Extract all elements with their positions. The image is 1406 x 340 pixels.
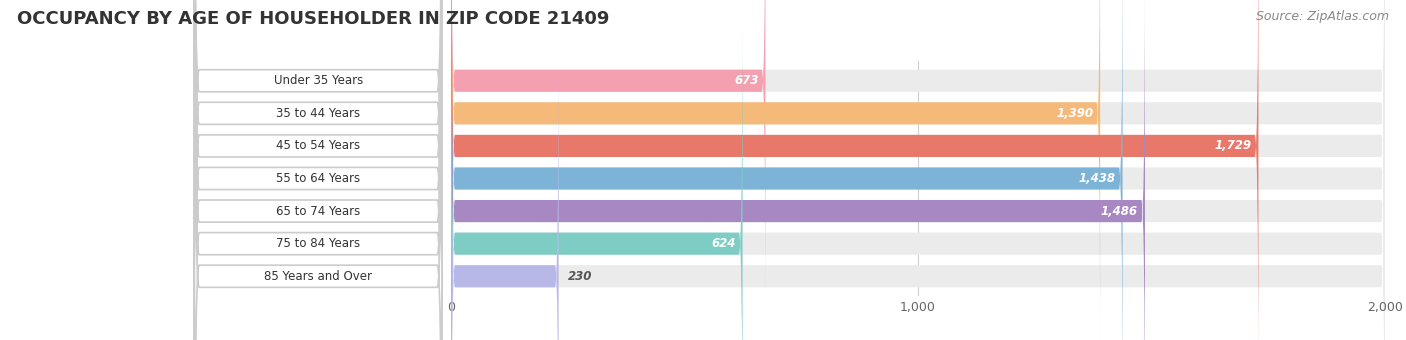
Text: 85 Years and Over: 85 Years and Over [264, 270, 373, 283]
Text: Source: ZipAtlas.com: Source: ZipAtlas.com [1256, 10, 1389, 23]
Text: 230: 230 [568, 270, 592, 283]
FancyBboxPatch shape [194, 0, 441, 340]
FancyBboxPatch shape [194, 0, 441, 340]
FancyBboxPatch shape [194, 0, 441, 340]
Text: 1,438: 1,438 [1078, 172, 1115, 185]
FancyBboxPatch shape [194, 0, 441, 340]
FancyBboxPatch shape [451, 0, 1385, 340]
Text: 65 to 74 Years: 65 to 74 Years [276, 205, 360, 218]
Text: OCCUPANCY BY AGE OF HOUSEHOLDER IN ZIP CODE 21409: OCCUPANCY BY AGE OF HOUSEHOLDER IN ZIP C… [17, 10, 609, 28]
FancyBboxPatch shape [194, 0, 441, 340]
Text: 624: 624 [711, 237, 735, 250]
Text: 75 to 84 Years: 75 to 84 Years [276, 237, 360, 250]
Text: 1,486: 1,486 [1101, 205, 1137, 218]
FancyBboxPatch shape [194, 0, 441, 340]
Text: 45 to 54 Years: 45 to 54 Years [276, 139, 360, 152]
FancyBboxPatch shape [451, 27, 558, 340]
FancyBboxPatch shape [451, 0, 1144, 340]
Text: 1,390: 1,390 [1056, 107, 1092, 120]
FancyBboxPatch shape [451, 0, 742, 340]
FancyBboxPatch shape [451, 0, 1258, 340]
Text: 35 to 44 Years: 35 to 44 Years [276, 107, 360, 120]
Text: 1,729: 1,729 [1215, 139, 1251, 152]
FancyBboxPatch shape [451, 0, 765, 330]
FancyBboxPatch shape [451, 0, 1099, 340]
Text: 673: 673 [734, 74, 758, 87]
FancyBboxPatch shape [451, 0, 1385, 340]
FancyBboxPatch shape [451, 0, 1385, 330]
Text: Under 35 Years: Under 35 Years [274, 74, 363, 87]
FancyBboxPatch shape [451, 0, 1385, 340]
FancyBboxPatch shape [194, 0, 441, 340]
FancyBboxPatch shape [451, 0, 1385, 340]
FancyBboxPatch shape [451, 27, 1385, 340]
FancyBboxPatch shape [451, 0, 1122, 340]
Text: 55 to 64 Years: 55 to 64 Years [276, 172, 360, 185]
FancyBboxPatch shape [451, 0, 1385, 340]
